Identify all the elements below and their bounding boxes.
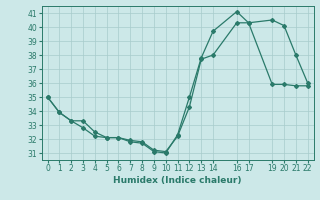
X-axis label: Humidex (Indice chaleur): Humidex (Indice chaleur)	[113, 176, 242, 185]
